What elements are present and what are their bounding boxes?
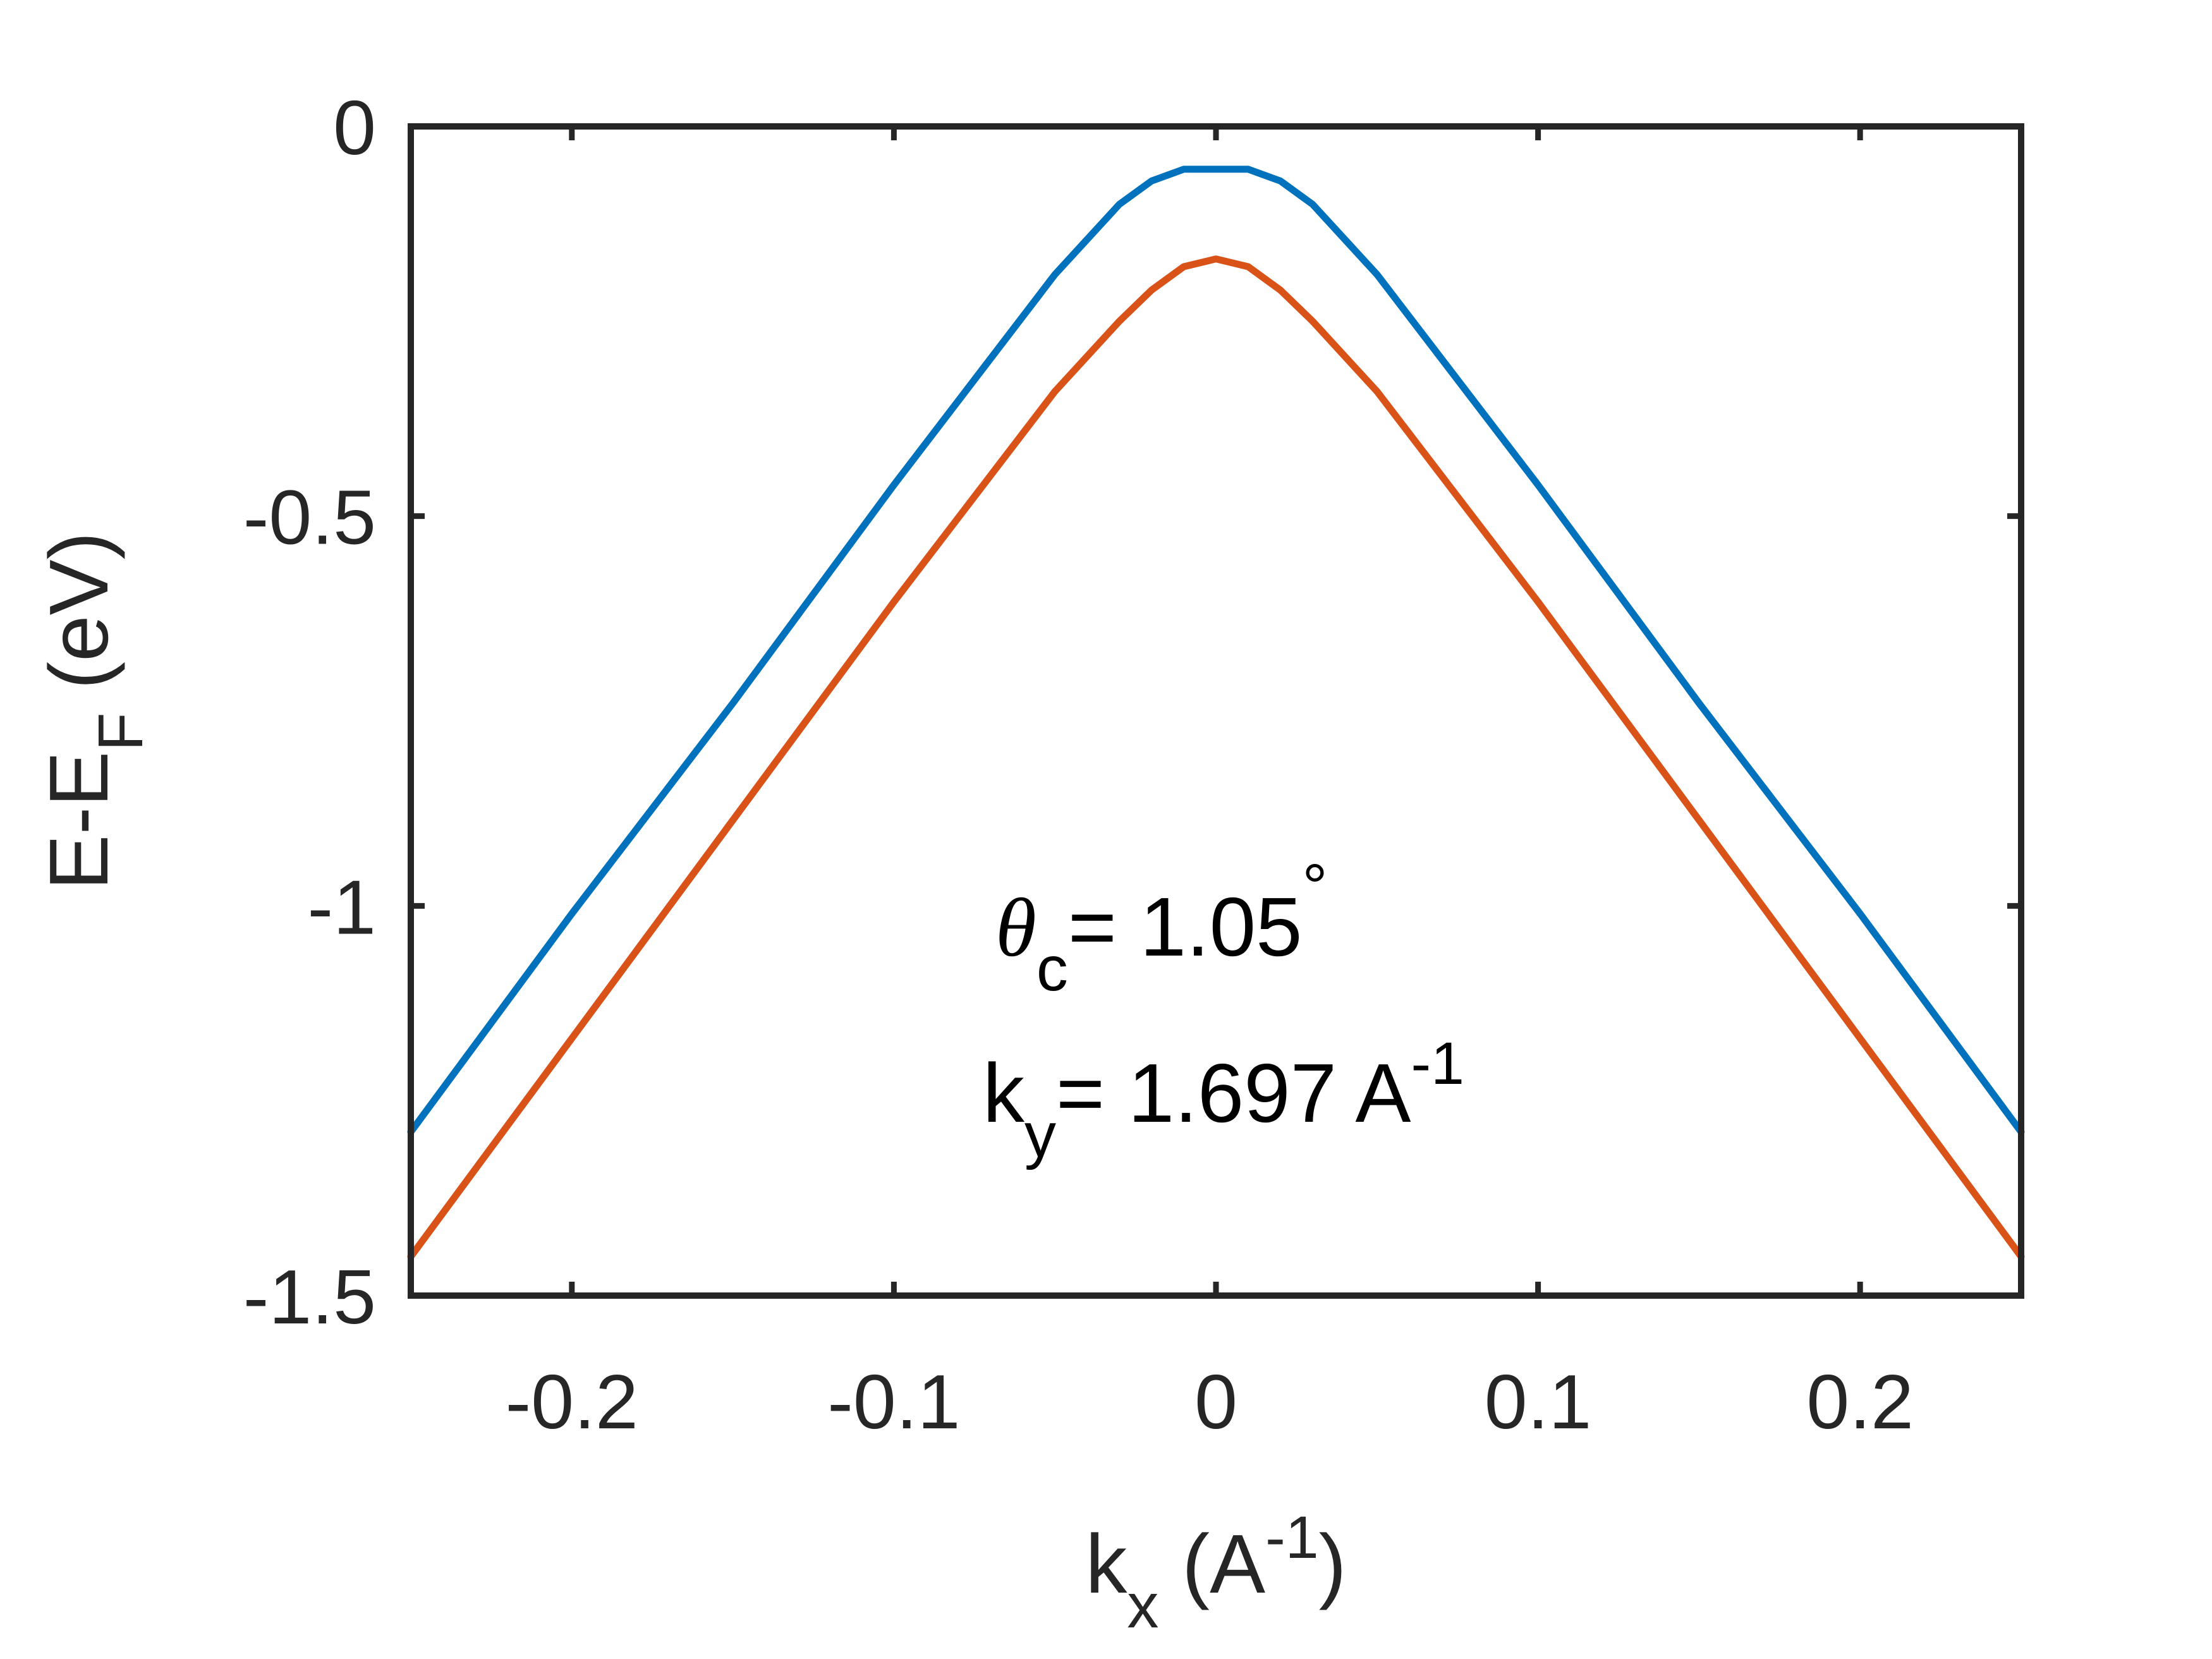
series-line-1	[407, 166, 2025, 1136]
series-line-2	[407, 255, 2025, 1260]
y-tick-label: -1	[308, 864, 376, 950]
theta-annotation: θc= 1.05°	[995, 851, 1328, 1004]
x-tick-label: -0.2	[506, 1359, 638, 1445]
y-tick-label: -1.5	[243, 1254, 376, 1340]
y-axis-label: E-EF (eV)	[32, 532, 156, 890]
ticks	[411, 123, 2021, 1299]
plot-lines	[407, 166, 2025, 1260]
y-tick-label: -0.5	[243, 475, 376, 561]
y-tick-label: 0	[333, 85, 376, 171]
x-tick-label: -0.1	[827, 1359, 960, 1445]
ky-annotation: ky= 1.697 A-1	[983, 1030, 1464, 1170]
x-tick-label: 0.2	[1806, 1359, 1914, 1445]
tick-labels: -0.2 -0.1 0 0.1 0.2 0 -0.5 -1 -1.5	[243, 85, 1914, 1445]
x-axis-label: kx (A-1)	[1085, 1504, 1346, 1641]
x-tick-label: 0.1	[1485, 1359, 1592, 1445]
x-tick-label: 0	[1194, 1359, 1237, 1445]
